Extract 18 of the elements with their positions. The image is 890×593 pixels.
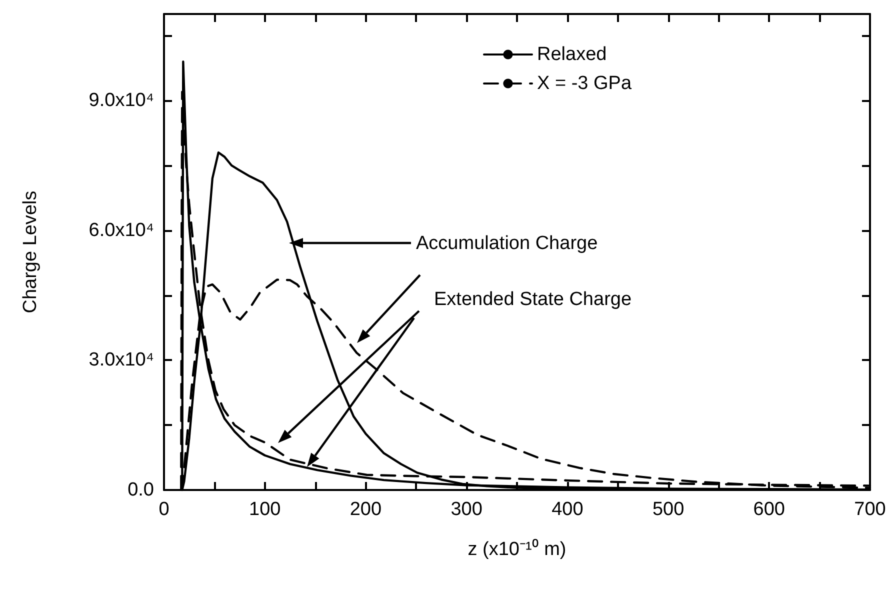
y-tick-label: 3.0x10⁴ — [88, 350, 154, 371]
y-axis-title: Charge Levels — [20, 190, 41, 314]
x-tick-label: 500 — [652, 499, 684, 520]
y-tick-label: 6.0x10⁴ — [88, 220, 154, 241]
x-tick-label: 300 — [450, 499, 482, 520]
x-tick-label: 600 — [753, 499, 785, 520]
x-tick-label: 0 — [158, 499, 170, 520]
legend-label: X = -3 GPa — [537, 73, 632, 94]
annotation: Accumulation Charge — [416, 233, 598, 254]
x-tick-label: 700 — [854, 499, 886, 520]
legend-label: Relaxed — [537, 44, 607, 65]
x-tick-label: 200 — [350, 499, 382, 520]
x-tick-label: 100 — [249, 499, 281, 520]
y-tick-label: 9.0x10⁴ — [88, 90, 154, 112]
annotation: Extended State Charge — [434, 289, 632, 310]
y-tick-label: 0.0 — [128, 480, 154, 500]
x-axis-title: z (x10⁻¹⁰ m) — [468, 538, 566, 560]
x-tick-label: 400 — [552, 499, 584, 520]
